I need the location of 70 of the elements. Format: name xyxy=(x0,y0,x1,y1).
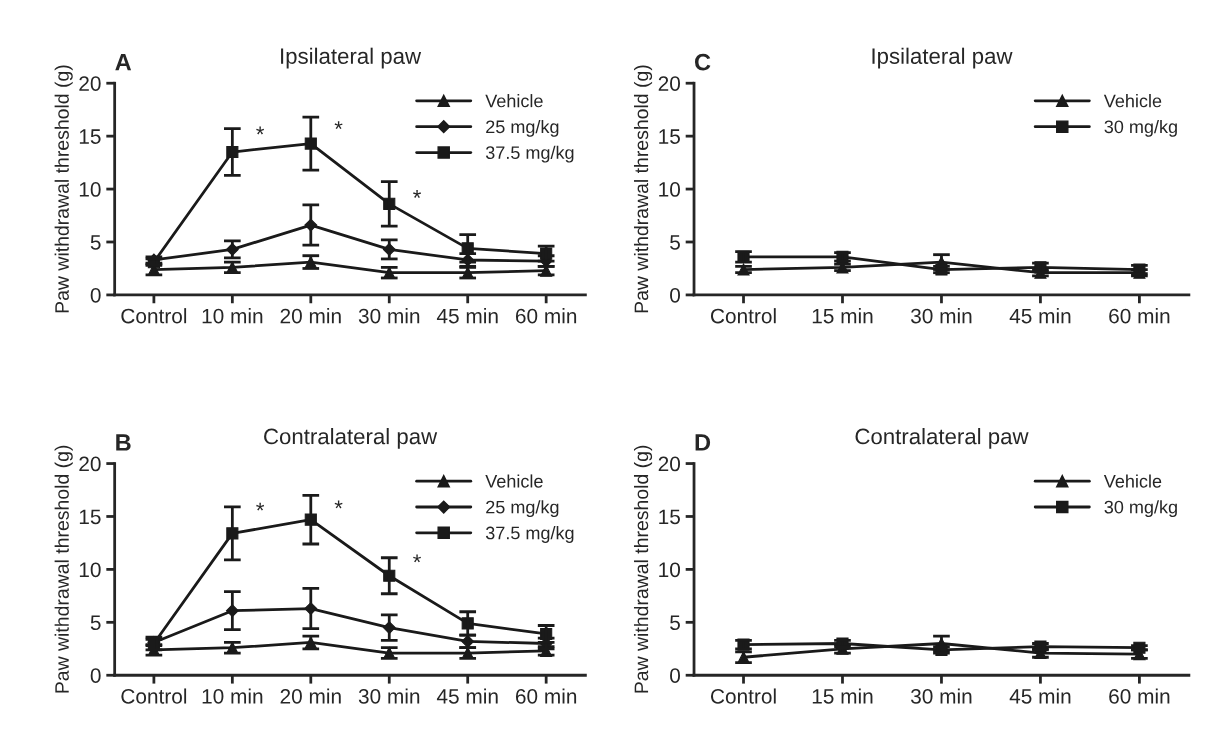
y-tick-label: 10 xyxy=(659,182,681,197)
text: C xyxy=(695,53,711,71)
x-tick-label: Control xyxy=(710,688,776,704)
y-tick-label: 10 xyxy=(79,562,101,578)
chart-title: Contralateral paw xyxy=(855,428,1029,449)
y-tick-label: 15 xyxy=(79,509,101,525)
legend-label: 25 mg/kg xyxy=(486,119,559,137)
x-tick-label: 10 min xyxy=(202,308,263,324)
x-tick-label: 60 min xyxy=(515,688,577,704)
y-tick-label: 20 xyxy=(79,76,101,91)
y-tick-label: 15 xyxy=(659,509,680,525)
y-tick-label: 10 xyxy=(659,562,681,578)
y-tick-label: 20 xyxy=(658,76,681,91)
x-tick-label: 45 min xyxy=(1009,308,1071,324)
legend-label: Vehicle xyxy=(1103,474,1162,488)
x-tick-label: 60 min xyxy=(515,308,577,324)
y-tick-label: 0 xyxy=(90,287,101,303)
y-tick-label: 15 xyxy=(79,129,101,144)
annotation: * xyxy=(413,190,422,198)
y-axis-title: Paw withdrawal threshold (g) xyxy=(54,65,73,313)
x-tick-label: 10 min xyxy=(202,688,263,704)
x-tick-label: 15 min xyxy=(812,308,873,324)
annotation: * xyxy=(256,502,265,511)
legend-label: 30 mg/kg xyxy=(1104,119,1177,137)
x-tick-label: 30 min xyxy=(910,308,972,324)
annotation: * xyxy=(413,554,422,563)
x-tick-label: 30 min xyxy=(358,308,420,324)
legend-label: 30 mg/kg xyxy=(1104,500,1177,518)
x-tick-label: Control xyxy=(710,308,776,324)
x-tick-label: 45 min xyxy=(1009,688,1071,704)
chart-title: Ipsilateral paw xyxy=(281,47,422,69)
y-tick-label: 5 xyxy=(670,615,680,631)
x-tick-label: 15 min xyxy=(812,688,873,704)
y-tick-label: 5 xyxy=(90,235,101,250)
text: D xyxy=(695,434,711,451)
y-axis-title: Paw withdrawal threshold (g) xyxy=(633,65,653,313)
y-tick-label: 5 xyxy=(670,235,680,250)
x-tick-label: 45 min xyxy=(436,308,498,324)
y-tick-label: 20 xyxy=(79,456,101,472)
legend-label: Vehicle xyxy=(1103,94,1162,108)
y-axis-title: Paw withdrawal threshold (g) xyxy=(633,445,653,693)
annotation: * xyxy=(334,121,343,130)
x-tick-label: 45 min xyxy=(436,688,498,704)
y-tick-label: 5 xyxy=(90,615,101,631)
legend-label: Vehicle xyxy=(485,94,543,108)
y-axis-title: Paw withdrawal threshold (g) xyxy=(54,445,73,693)
x-tick-label: Control xyxy=(121,688,187,704)
legend-label: 37.5 mg/kg xyxy=(485,145,574,163)
x-tick-label: 20 min xyxy=(280,688,341,704)
text: A xyxy=(115,54,132,71)
x-tick-label: 20 min xyxy=(280,308,341,324)
x-tick-label: 30 min xyxy=(910,688,972,704)
x-tick-label: 60 min xyxy=(1109,688,1170,704)
x-tick-label: 30 min xyxy=(358,688,420,704)
y-tick-label: 20 xyxy=(658,456,681,472)
y-tick-label: 0 xyxy=(90,668,101,683)
legend-label: 25 mg/kg xyxy=(486,500,559,518)
y-tick-label: 0 xyxy=(670,668,681,683)
x-tick-label: Control xyxy=(121,308,187,324)
legend-label: Vehicle xyxy=(485,474,543,488)
annotation: * xyxy=(334,500,343,509)
chart-title: Ipsilateral paw xyxy=(872,47,1013,69)
y-tick-label: 0 xyxy=(670,287,681,303)
y-tick-label: 15 xyxy=(659,129,680,144)
x-tick-label: 60 min xyxy=(1109,308,1170,324)
annotation: * xyxy=(256,126,265,135)
legend-label: 37.5 mg/kg xyxy=(485,526,574,543)
y-tick-label: 10 xyxy=(79,182,101,197)
chart-title: Contralateral paw xyxy=(264,428,438,449)
text: B xyxy=(116,434,131,451)
